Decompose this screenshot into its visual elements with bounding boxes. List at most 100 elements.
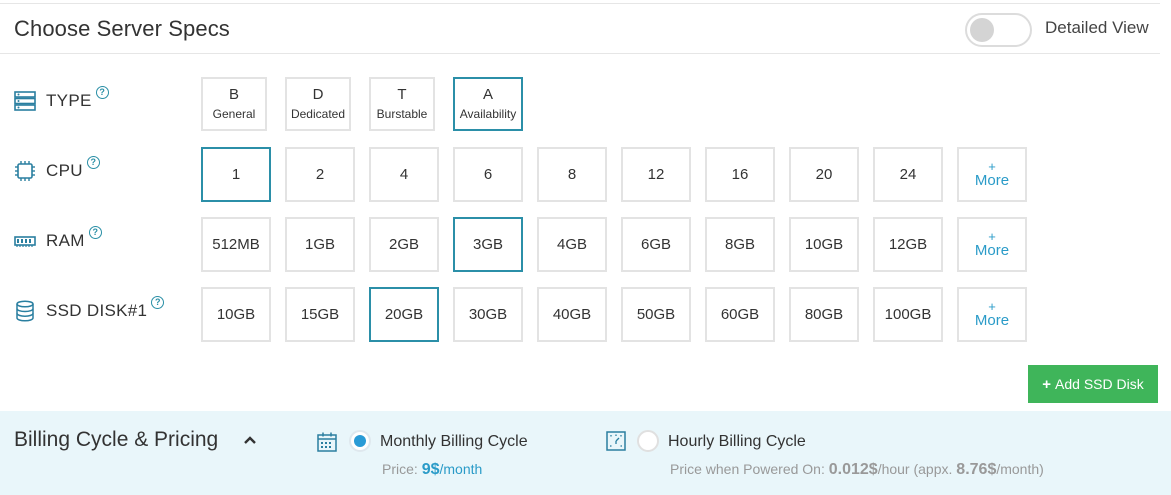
top-divider xyxy=(0,3,1160,4)
ram-option[interactable]: 2GB xyxy=(369,217,439,272)
add-ssd-disk-button[interactable]: + Add SSD Disk xyxy=(1028,365,1158,403)
type-name: Burstable xyxy=(376,107,428,121)
price-value: 0.012$ xyxy=(828,461,878,478)
ram-option[interactable]: 12GB xyxy=(873,217,943,272)
monthly-cycle-label: Monthly Billing Cycle xyxy=(380,433,528,450)
more-label: More xyxy=(974,241,1010,259)
ssd-option[interactable]: 40GB xyxy=(537,287,607,342)
hourly-price: Price when Powered On: 0.012$/hour (appx… xyxy=(670,461,1044,479)
cpu-option[interactable]: 8 xyxy=(537,147,607,202)
price-prefix: Price when Powered On: xyxy=(670,461,829,477)
ssd-label: SSD DISK#1 xyxy=(46,301,148,320)
ram-option-value: 8GB xyxy=(724,236,755,253)
ram-more-button[interactable]: + More xyxy=(957,217,1027,272)
ram-option-value: 3GB xyxy=(472,236,503,253)
type-letter: T xyxy=(397,86,407,103)
ssd-option[interactable]: 100GB xyxy=(873,287,943,342)
ram-option[interactable]: 8GB xyxy=(705,217,775,272)
cpu-option-value: 6 xyxy=(483,166,493,183)
more-label: More xyxy=(974,171,1010,189)
ssd-more-button[interactable]: + More xyxy=(957,287,1027,342)
ram-option[interactable]: 10GB xyxy=(789,217,859,272)
type-letter: A xyxy=(482,86,493,103)
cpu-option[interactable]: 24 xyxy=(873,147,943,202)
ssd-option-value: 50GB xyxy=(636,306,676,323)
cpu-option-value: 1 xyxy=(231,166,241,183)
cpu-more-button[interactable]: + More xyxy=(957,147,1027,202)
more-plus: + xyxy=(988,158,996,174)
ssd-option[interactable]: 50GB xyxy=(621,287,691,342)
ram-option[interactable]: 1GB xyxy=(285,217,355,272)
cpu-option-value: 4 xyxy=(399,166,409,183)
more-plus: + xyxy=(988,228,996,244)
type-option-a[interactable]: A Availability xyxy=(453,77,523,131)
ssd-help-icon[interactable]: ? xyxy=(151,295,165,309)
ssd-option-value: 30GB xyxy=(468,306,508,323)
ssd-option-value: 100GB xyxy=(884,306,932,323)
detailed-view-label: Detailed View xyxy=(1045,18,1149,37)
ram-option[interactable]: 512MB xyxy=(201,217,271,272)
detailed-view-toggle[interactable] xyxy=(965,13,1032,47)
cpu-option[interactable]: 20 xyxy=(789,147,859,202)
ram-option-value: 4GB xyxy=(556,236,587,253)
ssd-option[interactable]: 10GB xyxy=(201,287,271,342)
ram-row-label: RAM ? xyxy=(14,225,102,252)
cpu-option[interactable]: 4 xyxy=(369,147,439,202)
approx-unit: /month) xyxy=(996,461,1044,477)
cpu-option[interactable]: 2 xyxy=(285,147,355,202)
more-label: More xyxy=(974,311,1010,329)
specs-header: Choose Server Specs Detailed View xyxy=(0,4,1160,54)
ssd-option[interactable]: 20GB xyxy=(369,287,439,342)
price-unit: /hour (appx. xyxy=(877,461,957,477)
ssd-row-label: SSD DISK#1 ? xyxy=(14,295,165,322)
type-help-icon[interactable]: ? xyxy=(95,85,109,99)
ssd-option-value: 10GB xyxy=(216,306,256,323)
cpu-option-value: 16 xyxy=(731,166,749,183)
cpu-option-value: 20 xyxy=(815,166,833,183)
cpu-option[interactable]: 12 xyxy=(621,147,691,202)
cpu-option[interactable]: 16 xyxy=(705,147,775,202)
cpu-option[interactable]: 1 xyxy=(201,147,271,202)
ram-option[interactable]: 4GB xyxy=(537,217,607,272)
chevron-up-icon[interactable] xyxy=(243,433,257,447)
ram-option-value: 512MB xyxy=(212,236,260,253)
ssd-option[interactable]: 15GB xyxy=(285,287,355,342)
plus-icon: + xyxy=(1042,375,1052,393)
billing-title: Billing Cycle & Pricing xyxy=(14,428,219,451)
hourly-radio[interactable] xyxy=(637,430,659,452)
ram-option-value: 1GB xyxy=(304,236,335,253)
ssd-option-value: 15GB xyxy=(300,306,340,323)
cpu-option-value: 24 xyxy=(899,166,917,183)
ram-help-icon[interactable]: ? xyxy=(88,225,102,239)
cpu-option-value: 8 xyxy=(567,166,577,183)
type-option-d[interactable]: D Dedicated xyxy=(285,77,351,131)
ram-label: RAM xyxy=(46,231,85,250)
ssd-option[interactable]: 60GB xyxy=(705,287,775,342)
monthly-price: Price: 9$/month xyxy=(382,461,482,479)
type-letter: B xyxy=(228,86,239,103)
type-label: TYPE xyxy=(46,91,92,110)
cpu-chip-icon xyxy=(15,161,35,181)
server-icon xyxy=(14,91,36,111)
price-value: 9$ xyxy=(421,461,440,478)
ram-option[interactable]: 6GB xyxy=(621,217,691,272)
ssd-option-value: 80GB xyxy=(804,306,844,323)
type-option-b[interactable]: B General xyxy=(201,77,267,131)
type-name: Dedicated xyxy=(290,107,346,121)
page-title: Choose Server Specs xyxy=(14,16,230,41)
ram-option-value: 10GB xyxy=(804,236,844,253)
type-option-t[interactable]: T Burstable xyxy=(369,77,435,131)
toggle-knob xyxy=(970,18,994,42)
ssd-option[interactable]: 80GB xyxy=(789,287,859,342)
ram-option-value: 12GB xyxy=(888,236,928,253)
cpu-help-icon[interactable]: ? xyxy=(86,155,100,169)
cpu-option[interactable]: 6 xyxy=(453,147,523,202)
ssd-option-value: 20GB xyxy=(384,306,424,323)
ram-option[interactable]: 3GB xyxy=(453,217,523,272)
ssd-option[interactable]: 30GB xyxy=(453,287,523,342)
cpu-option-value: 12 xyxy=(647,166,665,183)
ram-option-value: 2GB xyxy=(388,236,419,253)
monthly-radio[interactable] xyxy=(349,430,371,452)
type-letter: D xyxy=(312,86,324,103)
price-unit: /month xyxy=(439,461,483,477)
